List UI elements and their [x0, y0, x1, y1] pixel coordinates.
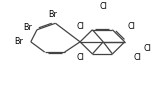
Text: Cl: Cl: [128, 22, 136, 31]
Text: Br: Br: [48, 10, 57, 19]
Text: Br: Br: [14, 37, 23, 46]
Text: Br: Br: [23, 23, 32, 32]
Text: Cl: Cl: [77, 53, 85, 62]
Text: Cl: Cl: [99, 2, 107, 11]
Text: Cl: Cl: [143, 44, 151, 53]
Text: Cl: Cl: [134, 53, 142, 62]
Text: Cl: Cl: [77, 22, 85, 31]
